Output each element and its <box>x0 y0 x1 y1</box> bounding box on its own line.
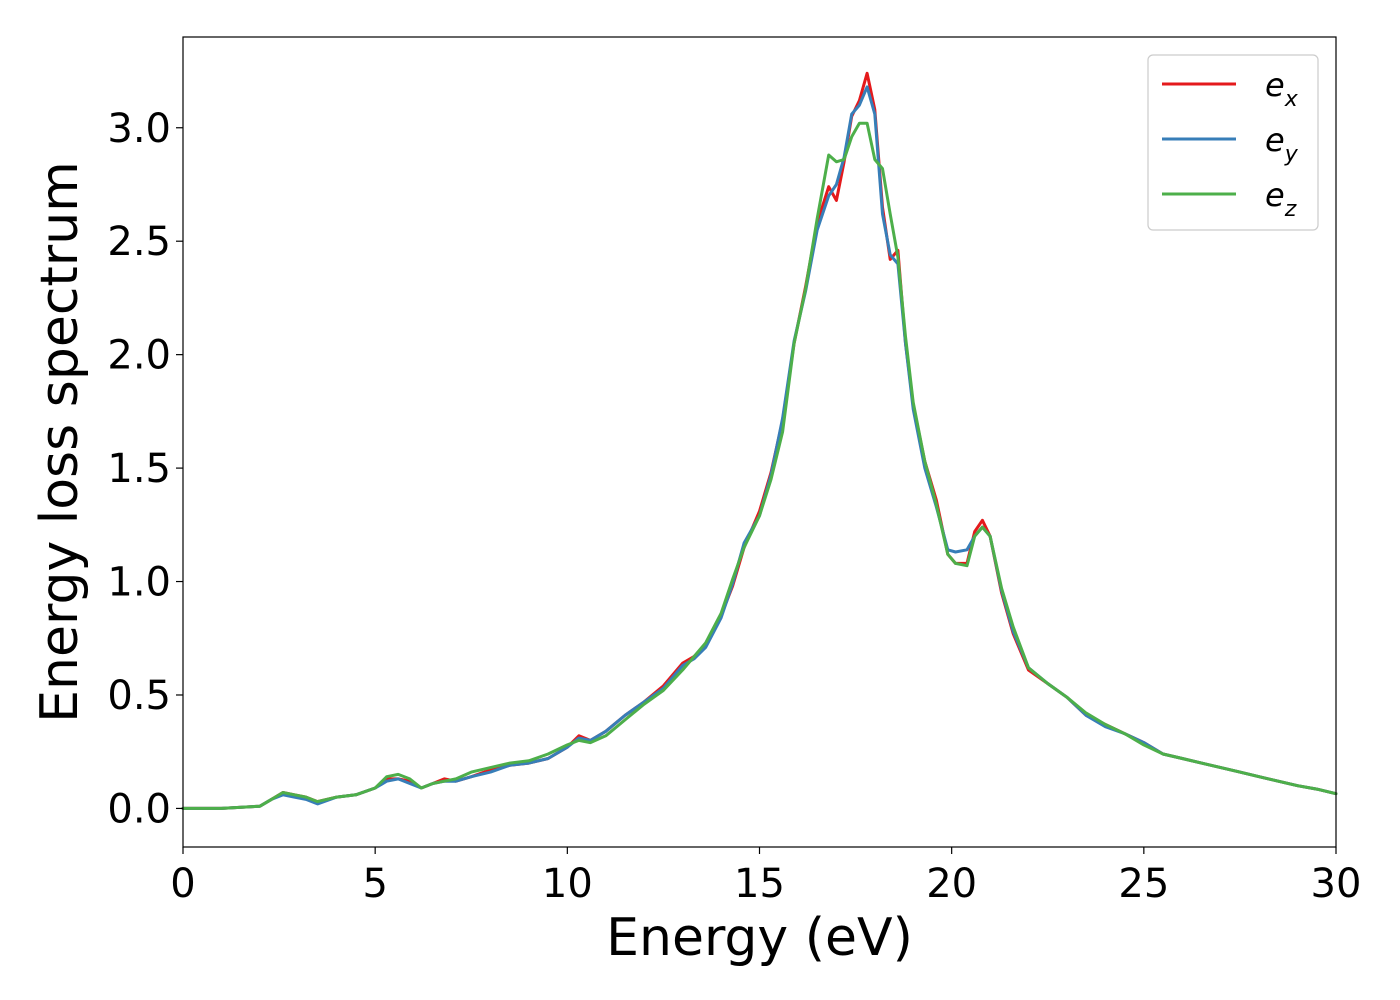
y-tick-label: 1.5 <box>107 446 171 492</box>
legend-label-base: e <box>1265 176 1285 214</box>
y-axis-label: Energy loss spectrum <box>30 161 90 723</box>
legend-label-base: e <box>1265 121 1285 159</box>
x-axis-label: Energy (eV) <box>606 908 913 968</box>
x-tick-label: 20 <box>926 861 977 907</box>
x-tick-label: 15 <box>734 861 785 907</box>
y-tick-label: 0.5 <box>107 673 171 719</box>
y-tick-label: 2.0 <box>107 333 171 379</box>
legend-label: ez <box>1265 176 1297 222</box>
series-layer <box>181 71 1338 810</box>
legend-box <box>1147 54 1319 231</box>
x-tick-label: 25 <box>1118 861 1169 907</box>
y-tick-label: 2.5 <box>107 219 171 265</box>
y-tick-label: 3.0 <box>107 106 171 152</box>
x-tick-label: 30 <box>1311 861 1362 907</box>
legend-label-subscript: z <box>1284 197 1297 222</box>
legend-label-base: e <box>1265 66 1285 104</box>
y-tick-label: 0.0 <box>107 786 171 832</box>
x-tick-label: 10 <box>542 861 593 907</box>
legend-label-subscript: y <box>1284 142 1299 167</box>
y-axis: 0.0 0.5 1.0 1.5 2.0 2.5 3.0 <box>107 106 183 832</box>
legend-label: ex <box>1265 66 1299 112</box>
series-line-e-z <box>181 121 1338 810</box>
x-axis: 0 5 10 15 20 25 30 <box>170 847 1361 907</box>
x-tick-label: 0 <box>170 861 195 907</box>
y-tick-label: 1.0 <box>107 560 171 606</box>
legend-label: ey <box>1265 121 1299 167</box>
x-tick-label: 5 <box>362 861 387 907</box>
legend-label-subscript: x <box>1284 87 1299 112</box>
